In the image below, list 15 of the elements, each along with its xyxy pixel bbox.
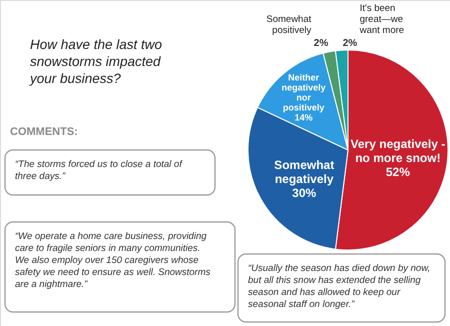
slice-label: Somewhat negatively xyxy=(274,158,334,186)
text: “The storms forced us to close a total of three days.” xyxy=(15,159,184,182)
text: How have the last two snowstorms impacted your business? xyxy=(29,37,163,86)
text: “Usually the season has died down by now, but all this snow has extended the selling season and has allowed to keep our seasonal staff on longer.” xyxy=(248,263,430,310)
slice-label: Somewhat positively xyxy=(266,14,312,36)
data-label: 2% xyxy=(314,38,328,49)
slice-label: It's been great—we want more xyxy=(358,3,404,36)
data-label: 2% xyxy=(342,38,358,49)
text: “We operate a home care business, providing care to fragile seniors in many communities. We also employ over 150 caregivers whose safety we need to ensure as well. Snowstorms are a nightmare.” xyxy=(15,231,211,290)
data-label: 14% xyxy=(294,112,313,123)
data-label: 30% xyxy=(292,186,317,200)
slice-label: Neither negatively nor positively xyxy=(282,72,326,113)
text: COMMENTS: xyxy=(10,126,78,138)
data-label: 52% xyxy=(386,165,410,180)
slice-label: Very negatively - no more snow! xyxy=(350,137,446,166)
